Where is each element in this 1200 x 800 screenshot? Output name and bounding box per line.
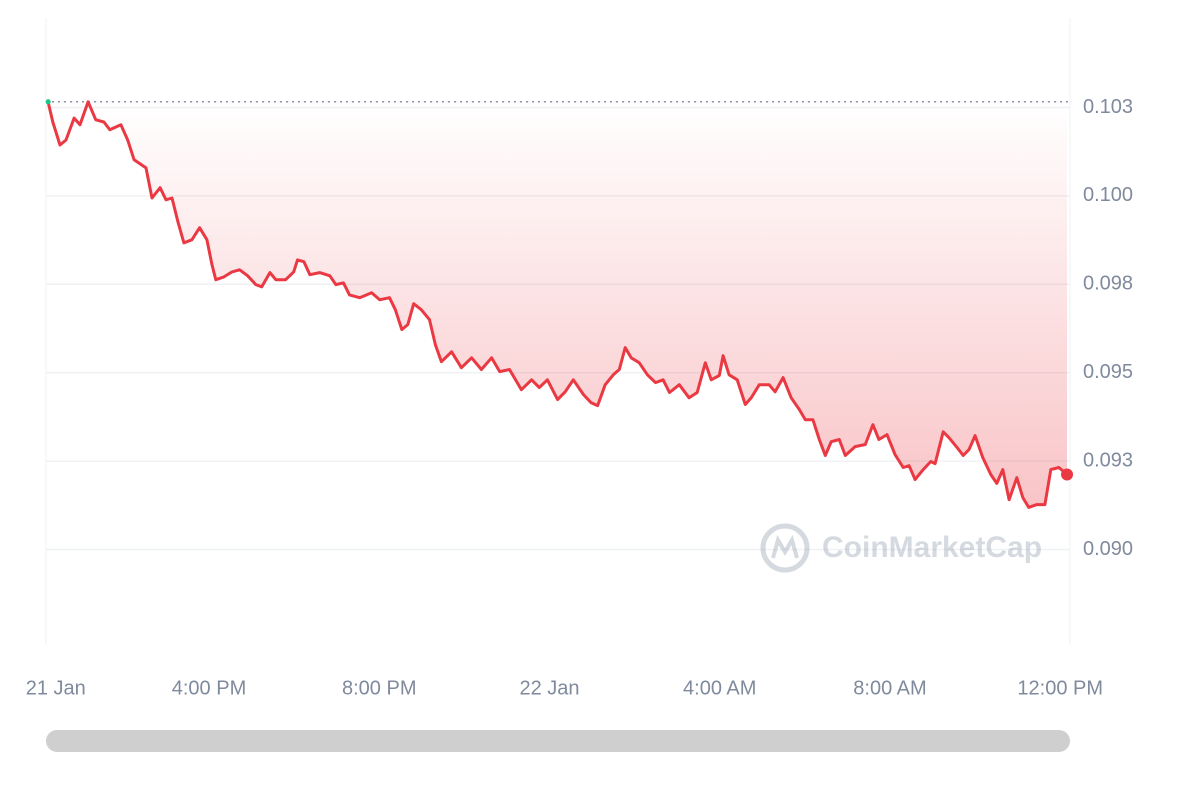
- x-tick-label: 4:00 PM: [172, 677, 246, 699]
- plot: [45, 99, 1074, 509]
- y-tick-label: 0.103: [1083, 96, 1133, 118]
- x-tick-label: 4:00 AM: [683, 677, 756, 699]
- watermark-text: CoinMarketCap: [822, 531, 1042, 564]
- y-tick-label: 0.100: [1083, 184, 1133, 206]
- scrollbar[interactable]: [46, 730, 1070, 752]
- x-tick-label: 8:00 PM: [342, 677, 416, 699]
- y-tick-label: 0.090: [1083, 538, 1133, 560]
- x-tick-label: 22 Jan: [519, 677, 579, 699]
- x-tick-label: 12:00 PM: [1017, 677, 1103, 699]
- area-fill: [48, 101, 1068, 508]
- last-point: [1061, 468, 1074, 481]
- x-tick-label: 8:00 AM: [853, 677, 926, 699]
- open-point: [45, 99, 51, 105]
- watermark: CoinMarketCap: [760, 523, 1042, 573]
- y-tick-label: 0.093: [1083, 449, 1133, 471]
- price-line: [46, 100, 1068, 509]
- y-tick-label: 0.095: [1083, 361, 1133, 383]
- y-tick-label: 0.098: [1083, 273, 1133, 295]
- x-tick-label: 21 Jan: [26, 677, 86, 699]
